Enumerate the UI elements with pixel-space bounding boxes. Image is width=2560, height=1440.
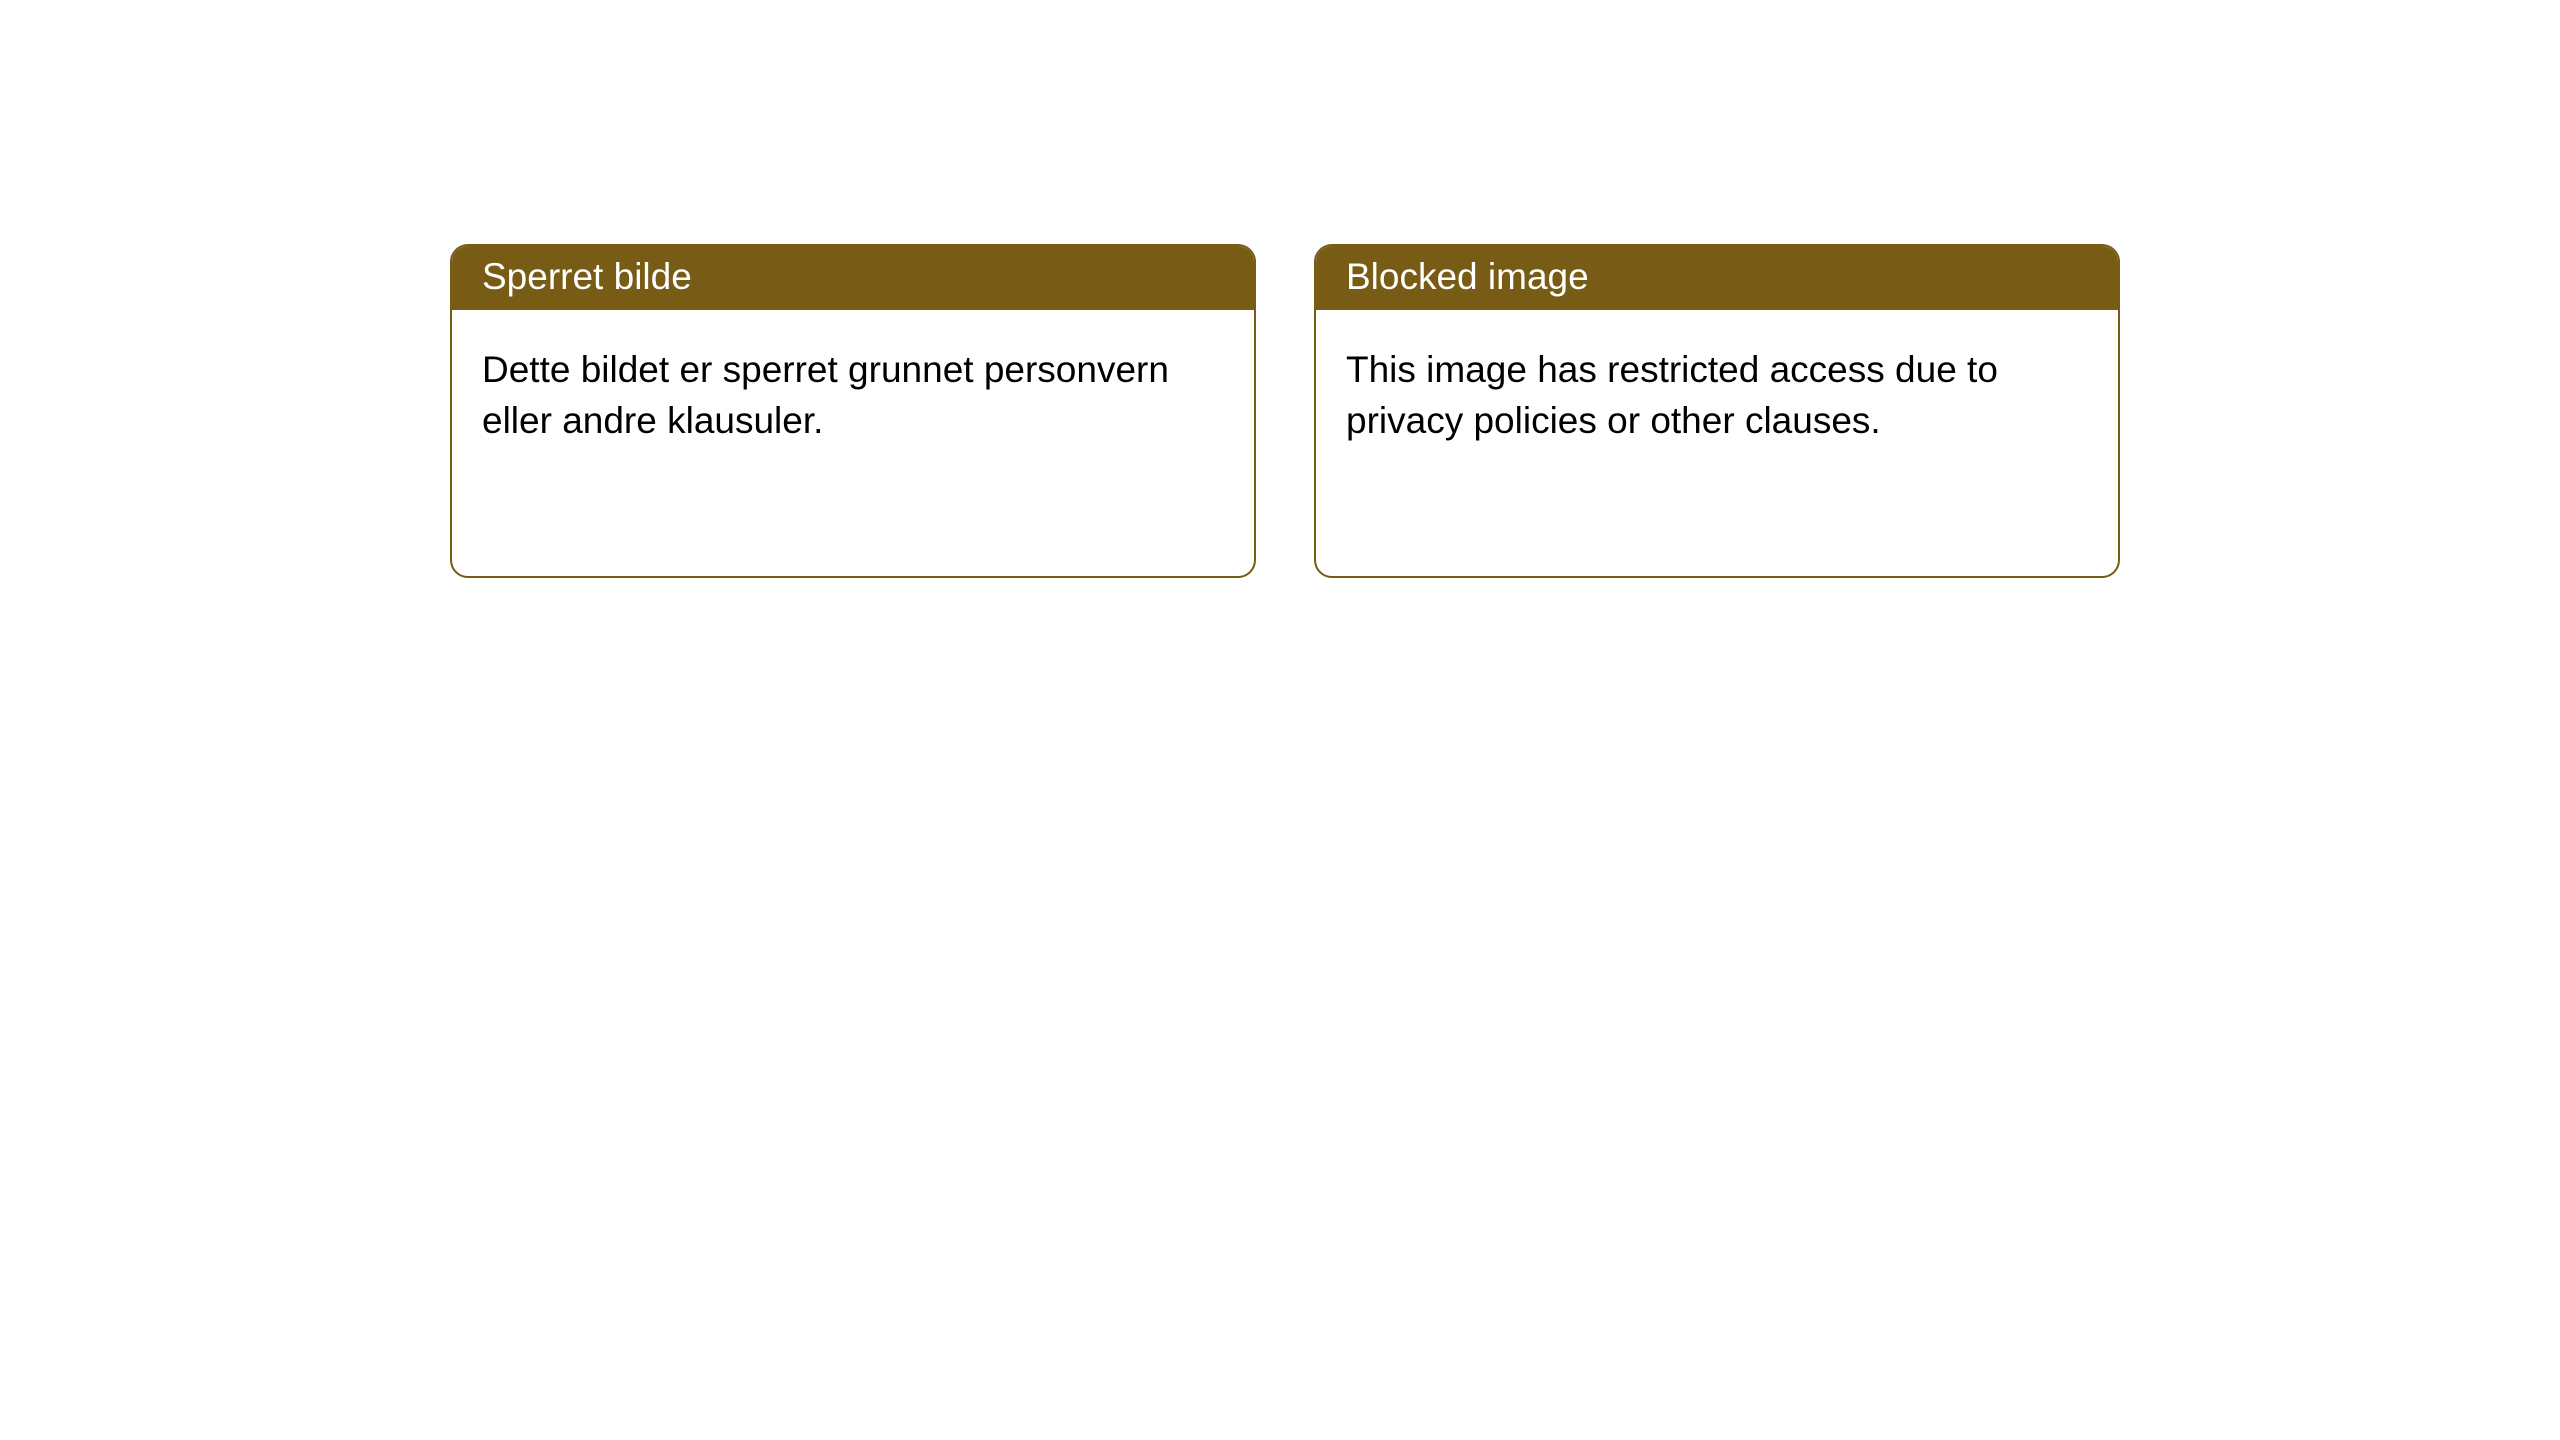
cards-container: Sperret bilde Dette bildet er sperret gr… <box>0 0 2560 578</box>
card-body-text: This image has restricted access due to … <box>1346 349 1998 441</box>
card-body: This image has restricted access due to … <box>1316 310 2118 476</box>
blocked-image-card-no: Sperret bilde Dette bildet er sperret gr… <box>450 244 1256 578</box>
card-body-text: Dette bildet er sperret grunnet personve… <box>482 349 1169 441</box>
card-title: Blocked image <box>1346 256 1589 297</box>
card-header: Blocked image <box>1316 246 2118 310</box>
card-header: Sperret bilde <box>452 246 1254 310</box>
card-body: Dette bildet er sperret grunnet personve… <box>452 310 1254 476</box>
blocked-image-card-en: Blocked image This image has restricted … <box>1314 244 2120 578</box>
card-title: Sperret bilde <box>482 256 692 297</box>
